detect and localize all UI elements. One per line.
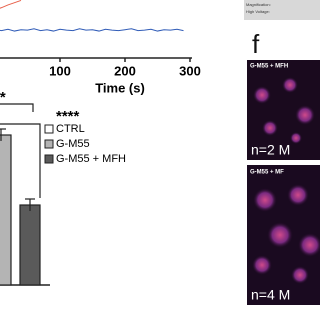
legend-swatch (44, 139, 54, 149)
x-tick-label: 200 (114, 63, 136, 78)
significance-bracket (0, 123, 41, 198)
significance-bracket (0, 103, 34, 112)
legend-swatch (44, 154, 54, 164)
image-label: n=2 M (251, 142, 290, 158)
line-series (0, 0, 22, 9)
image-label: n=4 M (251, 287, 290, 303)
micrograph: G-M55 + MFH n=2 M (247, 60, 320, 160)
legend-swatch (44, 124, 54, 134)
significance: ** (0, 89, 6, 106)
legend-label: G-M55 + MFH (56, 153, 126, 165)
sem-info-bar (244, 0, 320, 20)
x-tick-label: 300 (179, 63, 201, 78)
line-series (0, 28, 184, 32)
image-title: G-M55 + MFH (250, 64, 288, 70)
legend-label: CTRL (56, 123, 85, 135)
legend-label: G-M55 (56, 138, 90, 150)
sem-info: Magnification: (246, 2, 271, 7)
micrograph: G-M55 + MF n=4 M (247, 165, 320, 305)
bar (19, 204, 41, 286)
sem-info: High Voltage: (246, 9, 270, 14)
significance: **** (56, 108, 80, 125)
panel-label: f (252, 29, 260, 59)
image-title: G-M55 + MF (250, 170, 284, 176)
x-axis-label: Time (s) (95, 80, 145, 95)
x-tick-label: 100 (49, 63, 71, 78)
bar (0, 134, 12, 286)
